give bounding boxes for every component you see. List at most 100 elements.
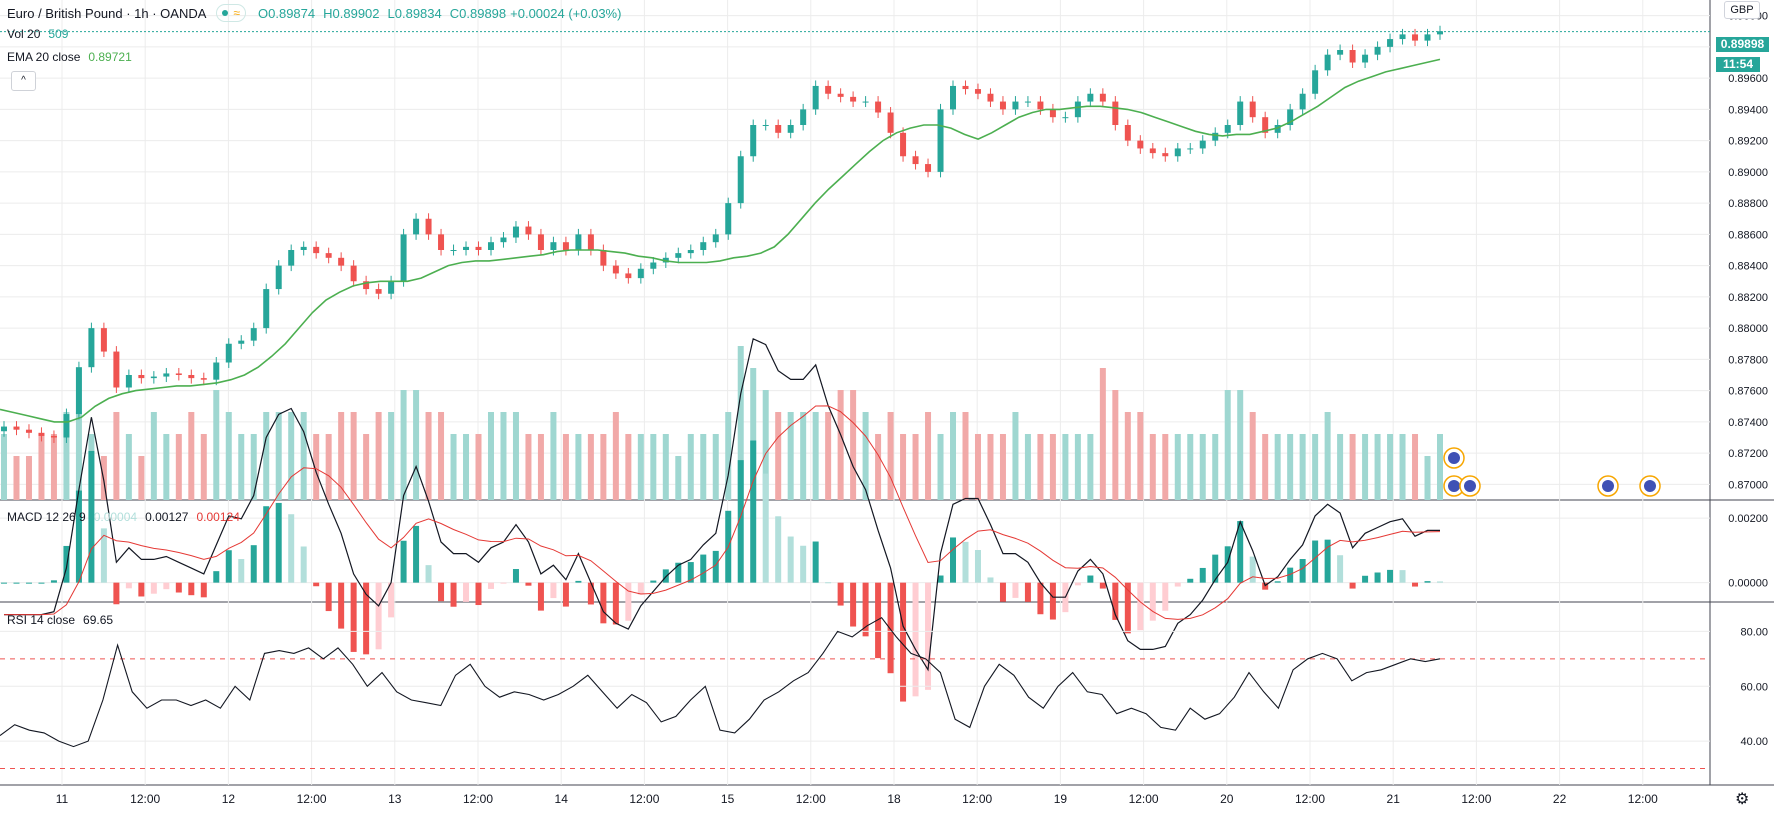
candle-body <box>325 253 332 258</box>
macd-histogram-bar <box>525 582 532 586</box>
volume-bar <box>275 412 282 500</box>
candle-body <box>275 265 282 290</box>
candle-body <box>625 273 632 279</box>
market-status-badge[interactable]: ≈ <box>216 4 247 22</box>
macd-histogram-bar <box>338 582 345 629</box>
bar-countdown-label: 11:54 <box>1716 57 1760 72</box>
flag-icon <box>1644 480 1656 492</box>
flag-icon <box>1448 452 1460 464</box>
time-tick-label: 14 <box>555 792 569 806</box>
candle-body <box>250 328 257 341</box>
macd-legend[interactable]: MACD 12 26 9 0.00004 0.00127 0.00124 <box>7 510 240 524</box>
rsi-tick-label: 80.00 <box>1740 626 1768 638</box>
volume-bar <box>1349 434 1356 500</box>
candle-body <box>388 281 395 294</box>
candle-body <box>400 234 407 282</box>
volume-bar <box>475 434 482 500</box>
candle-body <box>413 218 420 235</box>
candle-body <box>1074 101 1081 118</box>
ema-legend[interactable]: EMA 20 close 0.89721 <box>7 50 132 64</box>
candle-body <box>750 125 757 157</box>
price-tick-label: 0.88800 <box>1728 198 1768 210</box>
candle-body <box>600 250 607 266</box>
macd-histogram-bar <box>1312 540 1319 583</box>
rsi-tick-label: 60.00 <box>1740 681 1768 693</box>
macd-histogram-bar <box>288 514 295 583</box>
volume-bar <box>525 434 532 500</box>
macd-histogram-bar <box>1349 582 1356 589</box>
volume-bar <box>400 390 407 500</box>
macd-histogram-bar <box>625 582 632 621</box>
collapse-legend-button[interactable]: ^ <box>11 71 36 91</box>
volume-bar <box>512 412 519 500</box>
volume-bar <box>737 346 744 500</box>
macd-histogram-bar <box>1224 546 1231 583</box>
macd-histogram-bar <box>1362 575 1369 583</box>
candle-body <box>1137 140 1144 149</box>
candle-body <box>775 125 782 133</box>
candle-body <box>1249 101 1256 118</box>
volume-legend[interactable]: Vol 20 509 <box>7 27 68 41</box>
macd-histogram-bar <box>1299 559 1306 583</box>
volume-bar <box>862 412 869 500</box>
candle-body <box>163 373 170 377</box>
volume-bar <box>1324 412 1331 500</box>
volume-bar <box>875 434 882 500</box>
currency-badge[interactable]: GBP <box>1724 1 1760 19</box>
candle-body <box>1437 31 1443 35</box>
rsi-legend[interactable]: RSI 14 close 69.65 <box>7 613 113 627</box>
volume-bar <box>925 412 932 500</box>
candle-body <box>1212 132 1219 141</box>
macd-histogram-bar <box>463 582 470 602</box>
volume-bar <box>1049 434 1056 500</box>
volume-bar <box>612 412 619 500</box>
volume-bar <box>438 412 445 500</box>
candle-body <box>1362 54 1369 63</box>
volume-value: 509 <box>48 27 69 41</box>
candle-body <box>238 340 245 344</box>
price-tick-label: 0.89600 <box>1728 73 1768 85</box>
macd-histogram-bar <box>1287 567 1294 583</box>
price-tick-label: 0.87200 <box>1728 448 1768 460</box>
volume-bar <box>712 434 719 500</box>
macd-histogram-bar <box>425 565 432 583</box>
macd-histogram-bar <box>550 582 557 599</box>
candle-body <box>1324 54 1331 71</box>
candle-body <box>974 89 981 94</box>
time-tick-label: 12:00 <box>1129 792 1159 806</box>
gear-icon[interactable]: ⚙ <box>1735 791 1750 808</box>
time-tick-label: 12:00 <box>297 792 327 806</box>
volume-bar <box>63 412 70 500</box>
macd-histogram-bar <box>375 582 382 650</box>
volume-bar <box>250 434 257 500</box>
macd-histogram-bar <box>600 582 607 624</box>
candle-body <box>1424 34 1431 41</box>
candle-body <box>75 367 82 415</box>
macd-line <box>4 337 1440 672</box>
wave-icon: ≈ <box>233 6 241 20</box>
volume-bar <box>1087 434 1094 500</box>
volume-bar <box>1137 412 1144 500</box>
volume-bar <box>288 412 295 500</box>
symbol-title[interactable]: Euro / British Pound · 1h · OANDA <box>7 5 207 21</box>
volume-bar <box>812 412 819 500</box>
macd-histogram-bar <box>1012 582 1019 598</box>
candle-body <box>1174 148 1181 157</box>
macd-histogram-bar <box>1024 582 1031 602</box>
volume-bar <box>974 434 981 500</box>
ema-label: EMA 20 close <box>7 50 81 64</box>
macd-histogram-bar <box>862 582 869 637</box>
macd-histogram-bar <box>712 550 719 583</box>
volume-bar <box>1237 390 1244 500</box>
macd-histogram-bar <box>637 582 644 595</box>
candle-body <box>313 246 320 254</box>
volume-bar <box>300 412 307 500</box>
candle-body <box>562 242 569 250</box>
macd-histogram-bar <box>1049 582 1056 620</box>
volume-bar <box>125 434 132 500</box>
candle-body <box>475 246 482 250</box>
macd-histogram-bar <box>88 450 95 583</box>
macd-histogram-bar <box>1212 554 1219 583</box>
macd-histogram-bar <box>500 582 507 584</box>
